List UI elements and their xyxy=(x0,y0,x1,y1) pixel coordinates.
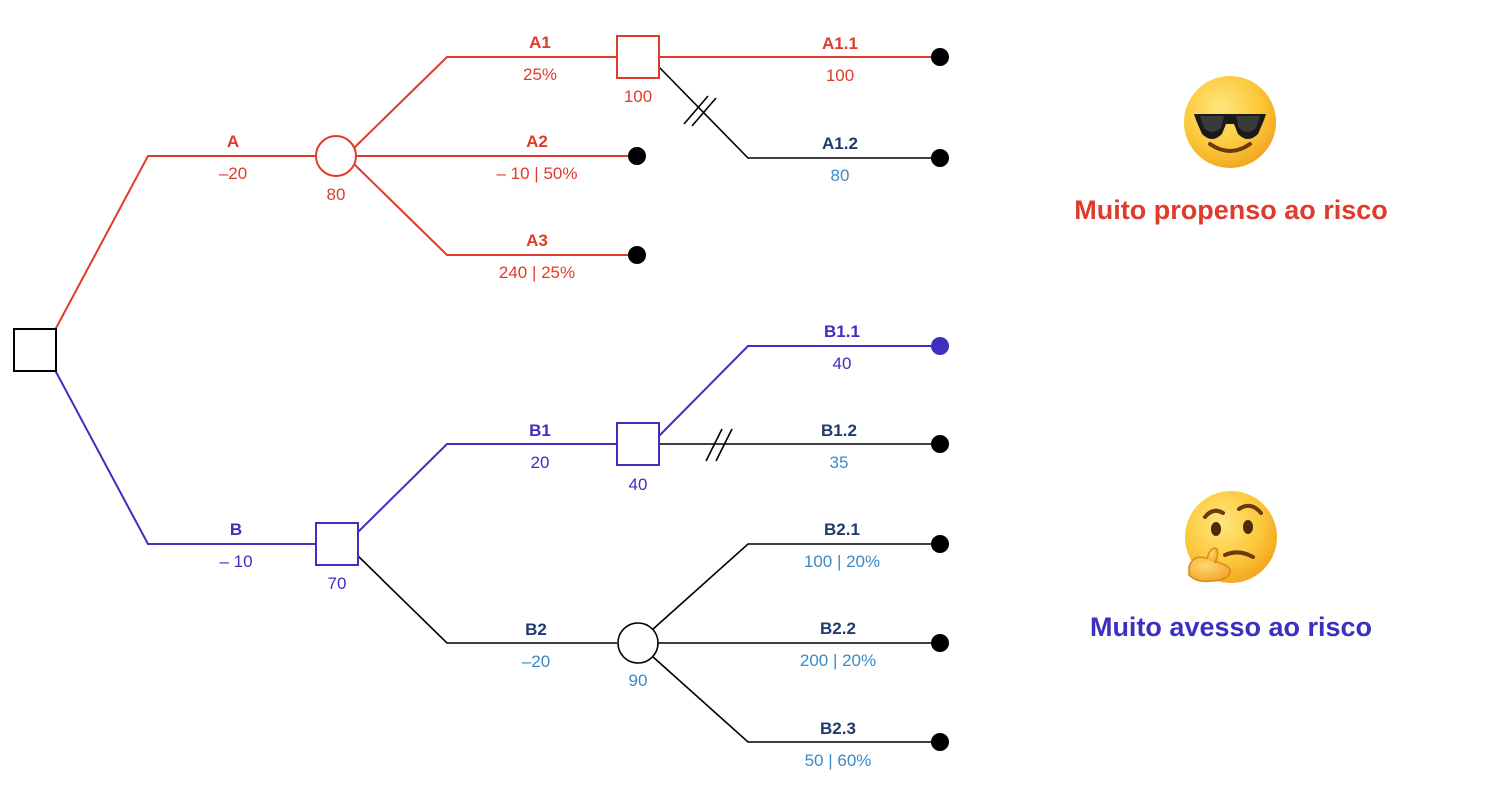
decision-node-a1-value: 100 xyxy=(624,87,652,106)
decision-node-b1-value: 40 xyxy=(629,475,648,494)
branch-a1-2-value: 80 xyxy=(831,166,850,185)
branch-a-value: –20 xyxy=(219,164,247,183)
terminal-node-b2-1 xyxy=(931,535,949,553)
root-decision-node xyxy=(13,328,57,372)
risk-averse-caption: Muito avesso ao risco xyxy=(1090,612,1372,642)
terminal-node-b1-2 xyxy=(931,435,949,453)
branch-a-line xyxy=(54,155,316,331)
branch-a1-name: A1 xyxy=(529,33,551,52)
branch-a3-name: A3 xyxy=(526,231,548,250)
branch-b1-1-value: 40 xyxy=(833,354,852,373)
blocked-mark-a1-2b xyxy=(691,97,717,127)
sunglasses-face-icon xyxy=(1184,76,1276,168)
branch-a1-1-name: A1.1 xyxy=(822,34,858,53)
branch-b1-value: 20 xyxy=(531,453,550,472)
branch-a-name: A xyxy=(227,132,239,151)
chance-node-a-value: 80 xyxy=(327,185,346,204)
branch-b2-1-value: 100 | 20% xyxy=(804,552,880,571)
terminal-node-b2-3 xyxy=(931,733,949,751)
branch-a1-line xyxy=(353,56,617,149)
branch-b2-line xyxy=(355,553,617,644)
terminal-node-b1-1 xyxy=(931,337,949,355)
branch-b-value: – 10 xyxy=(219,552,252,571)
branch-b-name: B xyxy=(230,520,242,539)
branch-a3-line xyxy=(353,163,637,256)
branch-b1-1-line xyxy=(658,345,940,437)
blocked-mark-a1-2 xyxy=(683,95,709,125)
branch-a3-value: 240 | 25% xyxy=(499,263,575,282)
branch-b2-name: B2 xyxy=(525,620,547,639)
branch-b1-1-name: B1.1 xyxy=(824,322,860,341)
decision-node-b1 xyxy=(616,422,660,466)
decision-node-b-value: 70 xyxy=(328,574,347,593)
terminal-node-b2-2 xyxy=(931,634,949,652)
branch-b2-1-line xyxy=(651,543,940,631)
terminal-node-a1-1 xyxy=(931,48,949,66)
branch-a1-1-value: 100 xyxy=(826,66,854,85)
branch-a2-value: – 10 | 50% xyxy=(497,164,578,183)
blocked-mark-b1-2 xyxy=(705,428,723,462)
thinking-face-icon xyxy=(1185,491,1277,583)
decision-node-b xyxy=(315,522,359,566)
branch-b2-3-line xyxy=(651,655,940,743)
branch-a1-value: 25% xyxy=(523,65,557,84)
risk-seeking-caption: Muito propenso ao risco xyxy=(1074,195,1388,225)
terminal-node-a2 xyxy=(628,147,646,165)
branch-a2-name: A2 xyxy=(526,132,548,151)
branch-b2-2-name: B2.2 xyxy=(820,619,856,638)
branch-b1-line xyxy=(357,443,617,533)
decision-node-a1 xyxy=(616,35,660,79)
branch-b-line xyxy=(54,369,316,545)
branch-b2-2-value: 200 | 20% xyxy=(800,651,876,670)
blocked-mark-b1-2b xyxy=(715,428,733,462)
branch-b2-value: –20 xyxy=(522,652,550,671)
branch-b1-name: B1 xyxy=(529,421,551,440)
branch-b2-3-value: 50 | 60% xyxy=(805,751,872,770)
chance-node-b2-value: 90 xyxy=(629,671,648,690)
branch-b2-3-name: B2.3 xyxy=(820,719,856,738)
branch-b1-2-value: 35 xyxy=(830,453,849,472)
chance-node-b2 xyxy=(617,622,659,664)
terminal-node-a1-2 xyxy=(931,149,949,167)
branch-a1-2-line xyxy=(658,66,940,159)
chance-node-a xyxy=(315,135,357,177)
branch-a1-2-name: A1.2 xyxy=(822,134,858,153)
branch-b2-1-name: B2.1 xyxy=(824,520,860,539)
terminal-node-a3 xyxy=(628,246,646,264)
branch-b1-2-name: B1.2 xyxy=(821,421,857,440)
